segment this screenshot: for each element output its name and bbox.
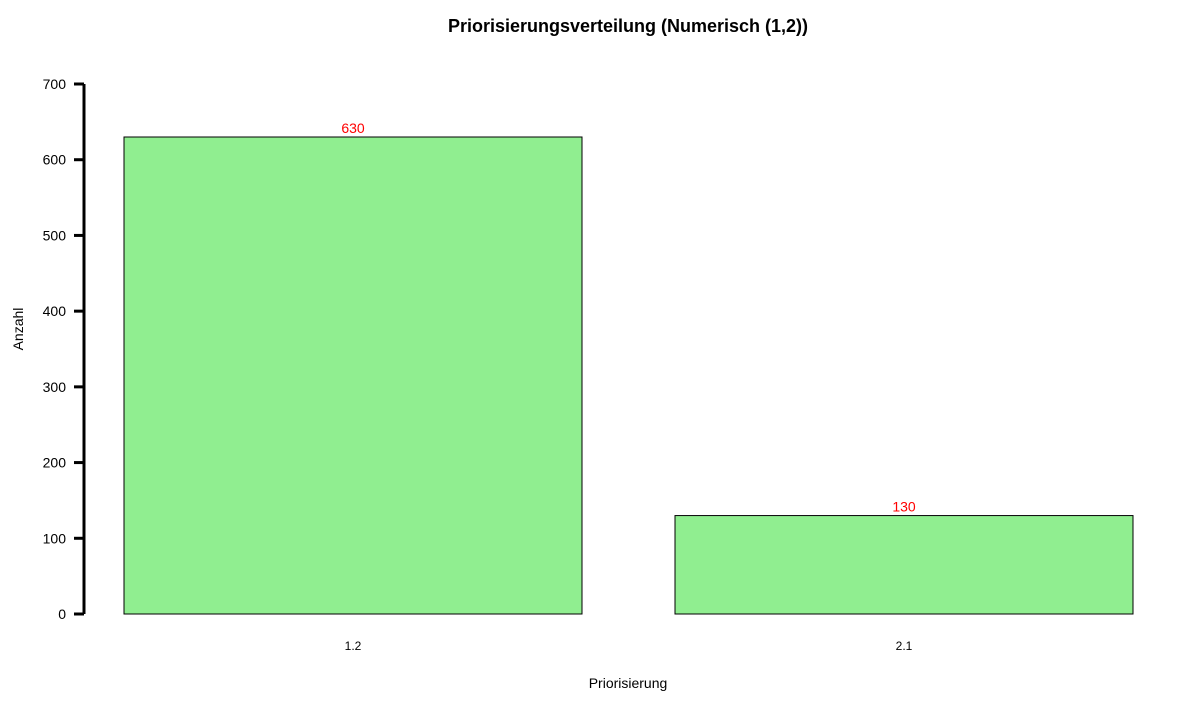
y-axis-title: Anzahl — [10, 308, 26, 351]
y-tick-label: 200 — [43, 455, 67, 471]
x-tick-label: 2.1 — [896, 639, 913, 653]
x-tick-label: 1.2 — [345, 639, 362, 653]
y-tick-label: 500 — [43, 227, 67, 243]
chart-title: Priorisierungsverteilung (Numerisch (1,2… — [448, 16, 808, 36]
bars-group: 630 130 — [123, 120, 1134, 615]
bar — [674, 515, 1134, 615]
bar-value-label: 630 — [341, 120, 365, 136]
y-tick-label: 600 — [43, 152, 67, 168]
y-tick-label: 300 — [43, 379, 67, 395]
y-axis: 0 100 200 300 400 500 600 700 — [43, 76, 86, 622]
y-tick-label: 100 — [43, 530, 67, 546]
bar-value-label: 130 — [892, 499, 916, 515]
y-tick-label: 700 — [43, 76, 67, 92]
x-tick-labels: 1.2 2.1 — [345, 639, 913, 653]
x-axis-title: Priorisierung — [589, 675, 668, 691]
bar — [123, 136, 583, 615]
y-tick-label: 0 — [58, 606, 66, 622]
y-tick-label: 400 — [43, 303, 67, 319]
